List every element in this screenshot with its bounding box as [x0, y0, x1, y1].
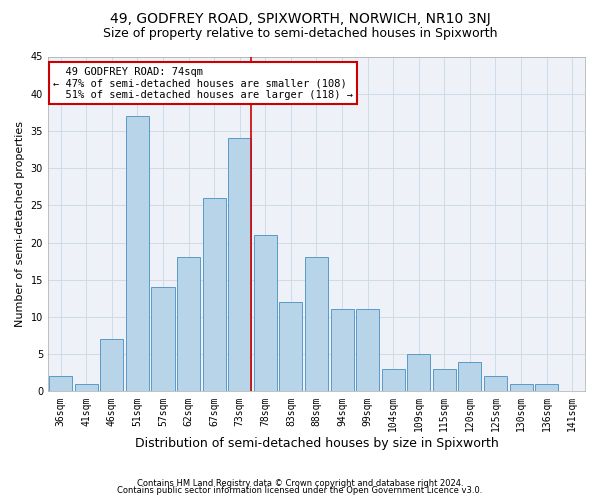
Bar: [509, 384, 533, 392]
Bar: [254, 235, 277, 392]
Bar: [535, 384, 558, 392]
Y-axis label: Number of semi-detached properties: Number of semi-detached properties: [15, 121, 25, 327]
Text: Contains public sector information licensed under the Open Government Licence v3: Contains public sector information licen…: [118, 486, 482, 495]
Bar: [484, 376, 507, 392]
Bar: [49, 376, 72, 392]
Bar: [100, 339, 124, 392]
Text: 49, GODFREY ROAD, SPIXWORTH, NORWICH, NR10 3NJ: 49, GODFREY ROAD, SPIXWORTH, NORWICH, NR…: [110, 12, 490, 26]
Text: Size of property relative to semi-detached houses in Spixworth: Size of property relative to semi-detach…: [103, 28, 497, 40]
Bar: [407, 354, 430, 392]
Bar: [177, 258, 200, 392]
Bar: [126, 116, 149, 392]
Bar: [331, 310, 353, 392]
Bar: [75, 384, 98, 392]
Bar: [228, 138, 251, 392]
Bar: [280, 302, 302, 392]
Bar: [458, 362, 481, 392]
Bar: [382, 369, 404, 392]
Bar: [356, 310, 379, 392]
Text: 49 GODFREY ROAD: 74sqm
← 47% of semi-detached houses are smaller (108)
  51% of : 49 GODFREY ROAD: 74sqm ← 47% of semi-det…: [53, 66, 353, 100]
Bar: [203, 198, 226, 392]
Text: Contains HM Land Registry data © Crown copyright and database right 2024.: Contains HM Land Registry data © Crown c…: [137, 478, 463, 488]
X-axis label: Distribution of semi-detached houses by size in Spixworth: Distribution of semi-detached houses by …: [134, 437, 499, 450]
Bar: [305, 258, 328, 392]
Bar: [433, 369, 456, 392]
Bar: [151, 287, 175, 392]
